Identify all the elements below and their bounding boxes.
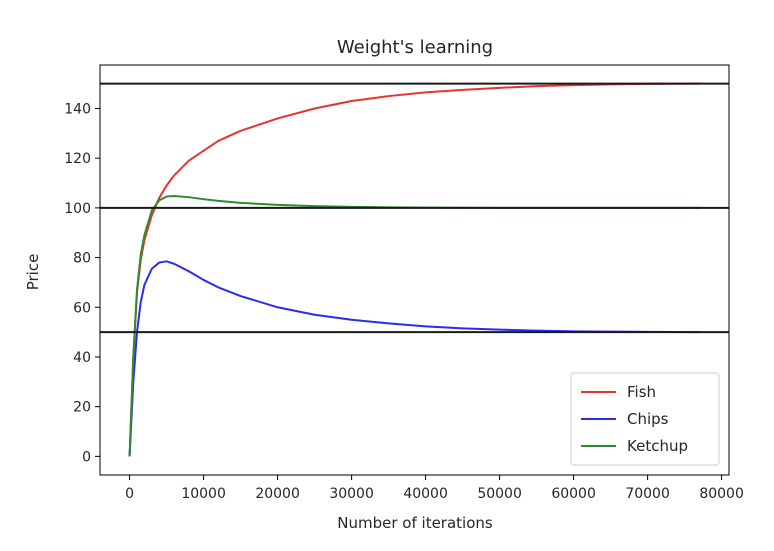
plot-frame xyxy=(99,64,730,476)
y-tick-label: 120 xyxy=(64,151,91,167)
y-tick-label: 40 xyxy=(73,350,91,366)
y-tick-label: 0 xyxy=(82,449,91,465)
y-axis: 0 20 40 60 80 100 120 140 xyxy=(64,101,100,465)
series-line-chips xyxy=(128,260,700,457)
x-tick-label: 20000 xyxy=(255,486,300,502)
x-tick-label: 10000 xyxy=(181,486,226,502)
y-tick-label: 140 xyxy=(64,101,91,117)
legend-box xyxy=(570,372,720,466)
x-tick-label: 0 xyxy=(125,486,134,502)
y-axis-title: Price xyxy=(24,254,42,291)
y-tick-label: 80 xyxy=(73,251,91,267)
x-axis-title: Number of iterations xyxy=(337,514,493,532)
legend: Fish Chips Ketchup xyxy=(570,372,720,466)
x-tick-label: 50000 xyxy=(477,486,522,502)
x-tick-label: 80000 xyxy=(699,486,744,502)
legend-label-fish: Fish xyxy=(627,383,656,401)
y-tick-label: 60 xyxy=(73,300,91,316)
legend-label-ketchup: Ketchup xyxy=(627,437,688,455)
x-tick-label: 30000 xyxy=(329,486,374,502)
plot-area xyxy=(100,82,729,457)
legend-label-chips: Chips xyxy=(627,410,669,428)
x-tick-label: 40000 xyxy=(403,486,448,502)
x-tick-label: 60000 xyxy=(551,486,596,502)
x-tick-label: 70000 xyxy=(625,486,670,502)
y-tick-label: 100 xyxy=(64,201,91,217)
x-axis: 0 10000 20000 30000 40000 50000 60000 70000 8000… xyxy=(125,475,744,502)
y-tick-label: 20 xyxy=(73,400,91,416)
chart-title: Weight's learning xyxy=(337,37,493,58)
